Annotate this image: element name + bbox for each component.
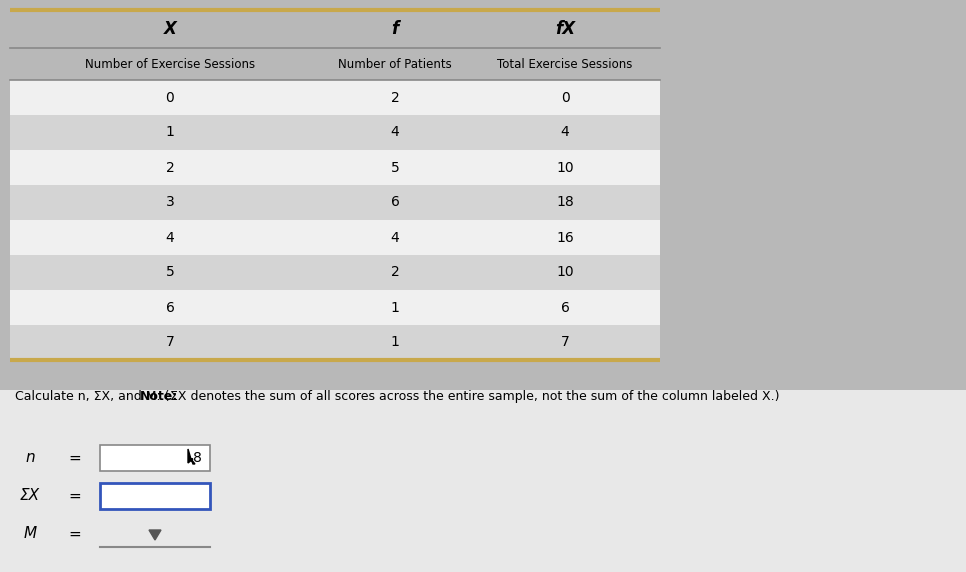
Bar	[10, 150, 660, 185]
Text: 18: 18	[556, 196, 574, 209]
Polygon shape	[149, 530, 161, 540]
Text: =: =	[69, 451, 81, 466]
Text: M: M	[23, 526, 37, 542]
Bar	[10, 325, 660, 360]
Text: f: f	[391, 20, 399, 38]
Text: =: =	[69, 526, 81, 542]
Text: 0: 0	[165, 90, 175, 105]
Text: 5: 5	[165, 265, 175, 280]
Bar	[100, 483, 210, 509]
Text: Number of Patients: Number of Patients	[338, 58, 452, 70]
Text: 6: 6	[390, 196, 399, 209]
Bar	[0, 0, 966, 390]
Text: 4: 4	[390, 125, 399, 140]
Text: n: n	[25, 451, 35, 466]
Polygon shape	[188, 449, 195, 464]
Text: 6: 6	[165, 300, 175, 315]
Text: 3: 3	[165, 196, 175, 209]
Text: 16: 16	[556, 231, 574, 244]
Bar	[10, 290, 660, 325]
Text: 2: 2	[390, 90, 399, 105]
Text: X: X	[163, 20, 177, 38]
Text: ΣX: ΣX	[20, 488, 40, 503]
Bar	[10, 80, 660, 115]
Text: 5: 5	[390, 161, 399, 174]
Text: 2: 2	[390, 265, 399, 280]
Bar	[100, 445, 210, 471]
Text: 6: 6	[560, 300, 569, 315]
Text: ΣX denotes the sum of all scores across the entire sample, not the sum of the co: ΣX denotes the sum of all scores across …	[166, 390, 780, 403]
Text: 0: 0	[560, 90, 569, 105]
Bar	[10, 115, 660, 150]
Text: 4: 4	[390, 231, 399, 244]
Text: Number of Exercise Sessions: Number of Exercise Sessions	[85, 58, 255, 70]
Text: 2: 2	[165, 161, 175, 174]
Text: 10: 10	[556, 161, 574, 174]
Text: 10: 10	[556, 265, 574, 280]
Text: 1: 1	[390, 336, 399, 349]
Text: 7: 7	[165, 336, 175, 349]
Text: 1: 1	[390, 300, 399, 315]
Text: Note:: Note:	[140, 390, 179, 403]
Text: fX: fX	[554, 20, 575, 38]
Text: =: =	[69, 488, 81, 503]
Text: 4: 4	[165, 231, 175, 244]
Bar	[10, 185, 660, 220]
Bar	[10, 255, 660, 290]
Bar	[0, 390, 966, 572]
Text: Total Exercise Sessions: Total Exercise Sessions	[497, 58, 633, 70]
Bar	[10, 220, 660, 255]
Text: 7: 7	[560, 336, 569, 349]
Text: Calculate n, ΣX, and M. (: Calculate n, ΣX, and M. (	[15, 390, 169, 403]
Text: 1: 1	[165, 125, 175, 140]
Text: 4: 4	[560, 125, 569, 140]
Text: 8: 8	[193, 451, 202, 465]
